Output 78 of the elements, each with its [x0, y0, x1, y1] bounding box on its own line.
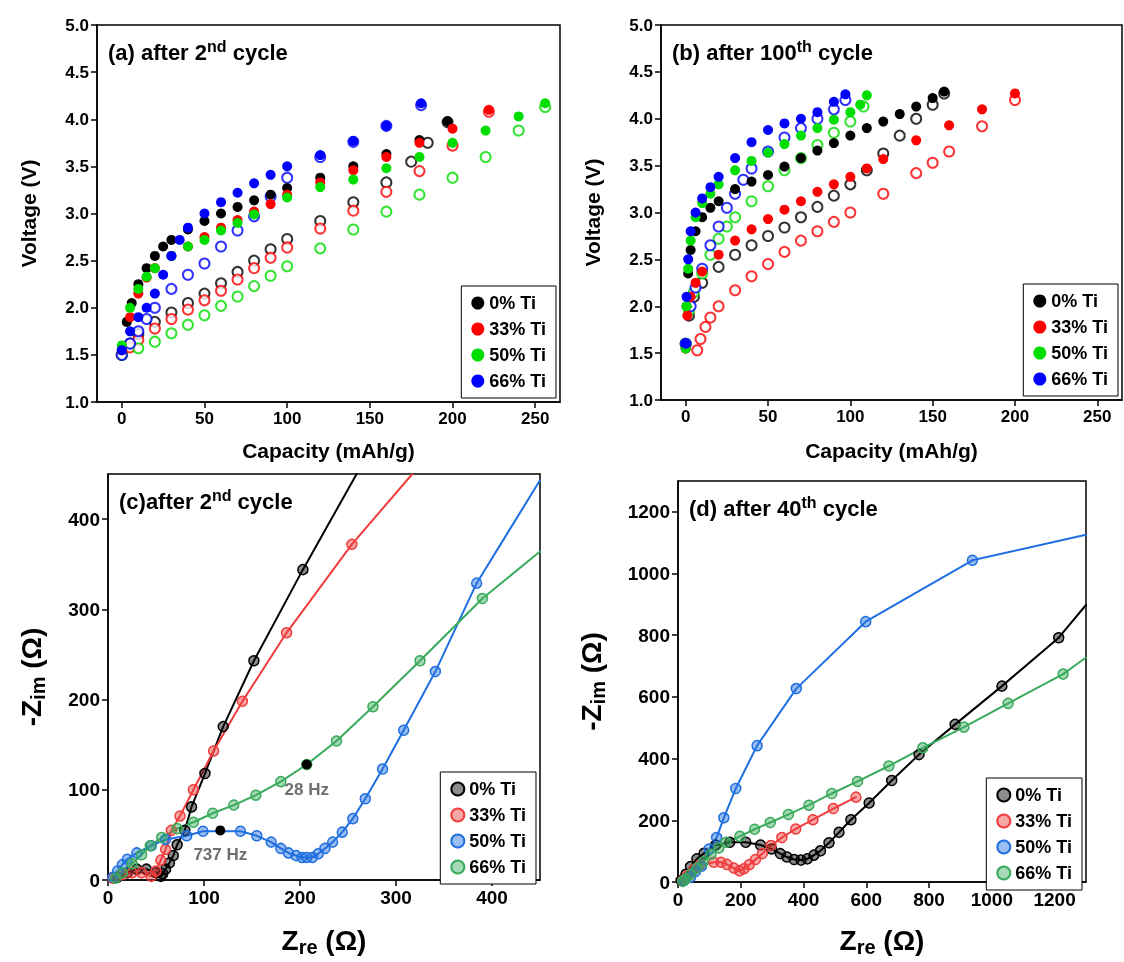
y-tick-label: 4.0: [629, 109, 653, 129]
legend-label: 50% Ti: [489, 345, 546, 365]
x-tick-label: 150: [918, 407, 947, 426]
y-tick-label: 3.5: [65, 156, 89, 176]
y-tick-label: 800: [638, 624, 670, 646]
x-tick-label: 250: [521, 409, 550, 428]
y-tick-label: 1.5: [65, 345, 89, 365]
y-tick-label: 1.0: [65, 392, 89, 412]
legend-label: 0% Ti: [489, 293, 536, 313]
x-tick-label: 200: [284, 887, 316, 908]
legend-label: 66% Ti: [489, 371, 546, 391]
y-axis-title: -Zim (Ω): [16, 627, 49, 727]
y-tick-label: 0: [89, 869, 100, 891]
x-axis-title: Capacity (mAh/g): [805, 439, 978, 462]
x-tick-label: 250: [1083, 407, 1112, 426]
x-tick-label: 1000: [970, 889, 1013, 910]
legend-label: 66% Ti: [469, 857, 526, 877]
y-tick-label: 300: [68, 598, 100, 620]
x-tick-label: 800: [913, 889, 945, 910]
x-tick-label: 1200: [1033, 889, 1076, 910]
y-tick-label: 200: [68, 689, 100, 711]
x-tick-label: 0: [680, 407, 691, 426]
x-tick-label: 100: [188, 887, 220, 908]
legend-label: 0% Ti: [1051, 291, 1098, 311]
legend-label: 50% Ti: [1051, 343, 1108, 363]
x-tick-label: 0: [102, 887, 114, 908]
y-tick-label: 1200: [627, 501, 670, 523]
y-tick-label: 400: [638, 748, 670, 770]
legend-label: 50% Ti: [1015, 837, 1072, 857]
x-tick-label: 50: [758, 407, 778, 426]
x-tick-label: 100: [836, 407, 865, 426]
x-tick-label: 200: [724, 889, 757, 910]
x-tick-label: 50: [195, 409, 214, 428]
y-tick-label: 2.0: [65, 298, 89, 318]
y-tick-label: 4.0: [65, 109, 89, 129]
legend-label: 50% Ti: [469, 831, 526, 851]
y-tick-label: 3.0: [65, 204, 89, 223]
x-tick-label: 200: [438, 409, 467, 428]
y-tick-label: 400: [68, 508, 100, 530]
y-tick-label: 1.0: [629, 390, 653, 410]
y-tick-label: 600: [638, 686, 670, 708]
x-tick-label: 0: [117, 409, 127, 428]
legend-label: 33% Ti: [469, 805, 526, 825]
x-tick-label: 400: [787, 889, 820, 910]
x-axis-title: Capacity (mAh/g): [242, 439, 415, 462]
x-tick-label: 600: [850, 889, 883, 910]
y-axis-title: -Zim (Ω): [576, 632, 609, 731]
y-tick-label: 1000: [627, 563, 670, 585]
legend-label: 66% Ti: [1051, 369, 1108, 389]
x-tick-label: 100: [272, 409, 302, 428]
y-tick-label: 4.5: [629, 62, 653, 82]
x-tick-label: 150: [355, 409, 385, 428]
legend-label: 33% Ti: [1015, 811, 1072, 831]
legend-label: 66% Ti: [1015, 863, 1072, 883]
legend-label: 0% Ti: [469, 779, 516, 799]
y-tick-label: 2.5: [65, 251, 89, 271]
legend-label: 33% Ti: [1051, 317, 1108, 337]
y-tick-label: 1.5: [629, 343, 653, 363]
y-tick-label: 4.5: [65, 62, 89, 82]
y-tick-label: 100: [68, 779, 100, 801]
y-axis-title: Voltage (V): [581, 158, 604, 267]
y-tick-label: 3.0: [629, 203, 653, 222]
y-tick-label: 200: [638, 809, 670, 831]
y-tick-label: 2.0: [629, 296, 653, 316]
y-tick-label: 2.5: [629, 249, 653, 269]
y-axis-title: Voltage (V): [17, 159, 40, 268]
x-tick-label: 300: [380, 887, 412, 908]
y-tick-label: 0: [659, 871, 670, 893]
legend-label: 33% Ti: [489, 319, 546, 339]
x-tick-label: 200: [1000, 407, 1030, 426]
x-tick-label: 400: [476, 887, 508, 908]
annotation: 28 Hz: [284, 779, 329, 799]
legend-label: 0% Ti: [1015, 785, 1062, 805]
x-tick-label: 0: [672, 889, 684, 910]
annotation: 737 Hz: [193, 845, 248, 865]
y-tick-label: 5.0: [629, 15, 653, 35]
y-tick-label: 3.5: [629, 156, 653, 176]
y-tick-label: 5.0: [65, 15, 89, 35]
